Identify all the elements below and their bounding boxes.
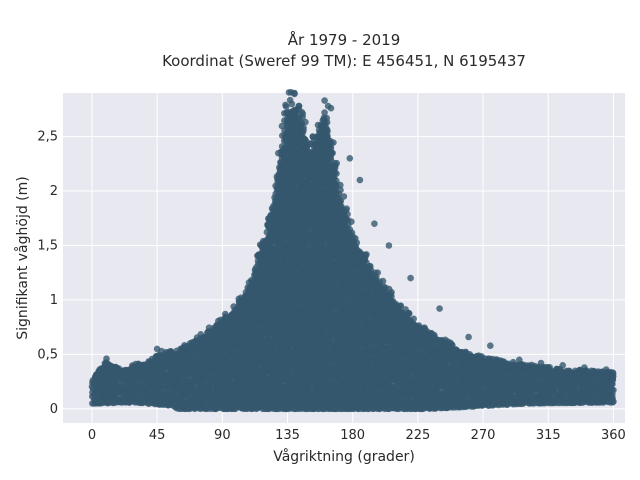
scatter-points [88,89,617,413]
chart-title-line-2: Koordinat (Sweref 99 TM): E 456451, N 61… [162,52,526,70]
chart-title-line-1: År 1979 - 2019 [288,30,401,49]
